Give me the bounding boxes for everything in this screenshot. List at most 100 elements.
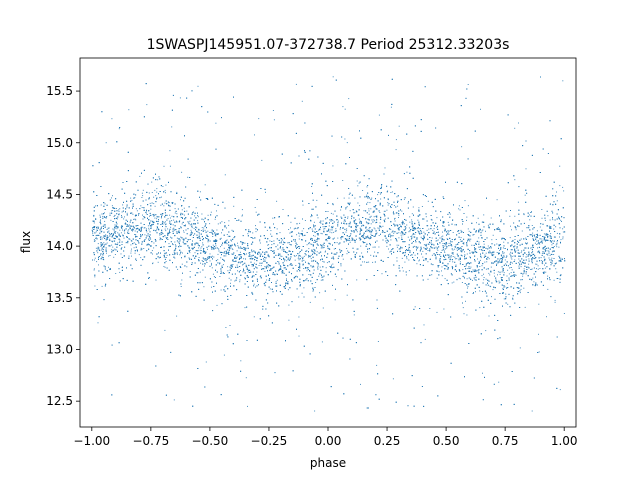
data-point [109,238,111,240]
data-point [435,240,437,242]
data-point [460,237,462,239]
data-point [522,275,524,277]
data-point [476,269,478,271]
data-point [436,277,438,279]
data-point [408,231,410,233]
data-point [463,243,465,245]
data-point [325,250,326,252]
data-point [93,268,95,270]
data-point [120,232,122,234]
data-point [452,232,454,233]
data-point [202,229,204,231]
data-point [213,276,215,277]
data-point [395,139,397,141]
data-point [482,291,484,292]
data-point [123,237,125,239]
data-point [150,208,152,210]
data-point [342,106,344,108]
data-point [329,237,331,239]
data-point [433,228,435,230]
data-point [334,299,336,301]
data-point [372,246,374,248]
data-point [197,85,199,87]
data-point [194,243,196,244]
data-point [359,227,361,229]
data-point [301,230,303,232]
data-point [93,239,95,241]
data-point [505,263,507,265]
data-point [159,233,160,235]
data-point [204,276,206,278]
data-point [416,263,418,265]
data-point [239,251,241,253]
data-point [541,260,543,262]
data-point [212,247,214,249]
data-point [317,265,319,267]
data-point [283,260,285,262]
data-point [405,227,407,229]
data-point [219,263,220,265]
data-point [357,225,359,227]
data-point [215,122,217,124]
data-point [381,231,383,233]
data-point [190,229,192,231]
data-point [223,247,225,249]
data-point [368,261,370,263]
data-point [283,267,285,269]
data-point [216,229,218,231]
data-point [301,292,303,294]
data-point [503,241,505,243]
data-point [462,269,464,271]
data-point [510,225,511,227]
data-point [411,242,413,244]
data-point [310,256,311,258]
data-point [204,229,206,231]
data-point [165,184,167,186]
data-point [343,221,345,223]
data-point [534,236,536,238]
data-point [112,246,114,248]
data-point [208,256,210,258]
data-point [135,214,137,216]
data-point [279,242,280,244]
data-point [355,210,357,212]
data-point [212,244,214,246]
data-point [98,247,100,249]
data-point [290,263,292,265]
data-point [245,377,247,379]
data-point [108,255,110,257]
data-point [411,235,413,237]
data-point [105,247,107,249]
data-point [538,303,540,305]
data-point [257,257,258,259]
data-point [311,228,313,230]
data-point [273,240,275,242]
data-point [499,273,501,275]
data-point [509,215,511,217]
data-point [407,236,409,238]
data-point [423,244,425,246]
data-point [442,235,444,237]
data-point [234,280,236,282]
data-point [255,211,257,213]
data-point [103,242,105,244]
data-point [431,254,433,256]
data-point [340,216,342,218]
data-point [469,240,471,242]
data-point [452,261,454,263]
data-point [548,257,550,259]
data-point [160,217,162,219]
data-point [118,213,120,215]
data-point [357,202,359,204]
data-point [186,266,188,268]
data-point [335,228,337,230]
data-point [112,195,113,197]
data-point [426,225,428,227]
data-point [556,200,558,202]
data-point [536,263,538,265]
data-point [115,208,117,209]
data-point [255,225,256,227]
data-point [287,242,289,244]
data-point [467,228,469,230]
data-point [340,237,342,239]
